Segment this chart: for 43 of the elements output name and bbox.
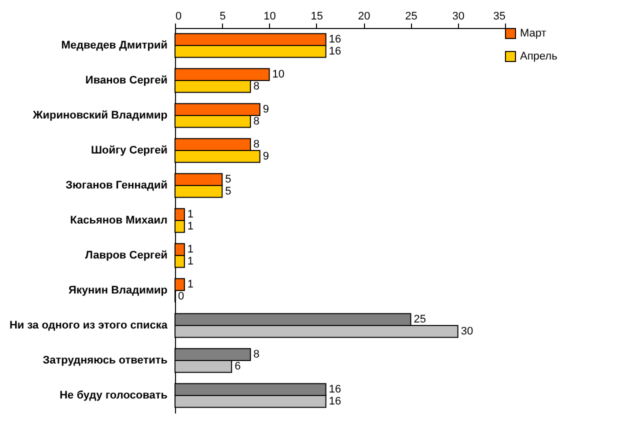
data-label: 6 xyxy=(234,360,241,372)
y-tick-label: Якунин Владимир xyxy=(68,284,168,296)
y-tick-label: Зюганов Геннадий xyxy=(66,180,168,192)
x-tick-label: 10 xyxy=(264,10,276,22)
y-tick-label: Иванов Сергей xyxy=(85,74,168,86)
x-tick-label: 0 xyxy=(176,10,182,22)
data-label: 8 xyxy=(253,348,260,361)
data-label: 1 xyxy=(187,220,194,232)
data-label: 10 xyxy=(272,68,285,81)
data-label: 8 xyxy=(253,138,260,151)
y-tick-label: Ни за одного из этого списка xyxy=(9,320,168,332)
y-tick-label: Медведев Дмитрий xyxy=(61,40,168,52)
data-label: 0 xyxy=(178,290,184,302)
data-label: 1 xyxy=(187,278,194,291)
x-tick-label: 20 xyxy=(358,10,370,22)
data-label: 9 xyxy=(262,104,269,116)
data-label: 5 xyxy=(225,174,232,186)
legend-label: Март xyxy=(520,28,546,40)
legend-label: Апрель xyxy=(520,50,558,62)
x-tick-label: 35 xyxy=(493,10,506,22)
data-label: 16 xyxy=(328,34,342,46)
y-tick-label: Не буду голосовать xyxy=(60,390,168,402)
data-label: 9 xyxy=(262,150,269,162)
x-tick-label: 30 xyxy=(452,10,464,22)
data-label: 8 xyxy=(253,80,260,92)
data-label: 8 xyxy=(253,115,260,128)
data-label: 5 xyxy=(225,185,232,198)
x-tick-label: 15 xyxy=(310,10,324,22)
data-label: 25 xyxy=(414,314,426,326)
y-tick-label: Касьянов Михаил xyxy=(70,214,168,226)
x-tick-label: 5 xyxy=(220,10,226,22)
x-tick-label: 25 xyxy=(405,10,418,22)
data-label: 1 xyxy=(187,255,194,268)
y-tick-label: Лавров Сергей xyxy=(85,250,168,262)
data-label: 30 xyxy=(460,325,474,338)
y-tick-label: Затрудняюсь ответить xyxy=(42,354,168,366)
data-label: 1 xyxy=(187,208,194,221)
y-tick-label: Жириновский Владимир xyxy=(32,110,168,122)
data-label: 16 xyxy=(328,395,342,408)
data-label: 1 xyxy=(187,244,194,256)
data-label: 16 xyxy=(328,45,342,58)
data-label: 16 xyxy=(328,384,342,396)
y-tick-label: Шойгу Сергей xyxy=(90,144,168,156)
